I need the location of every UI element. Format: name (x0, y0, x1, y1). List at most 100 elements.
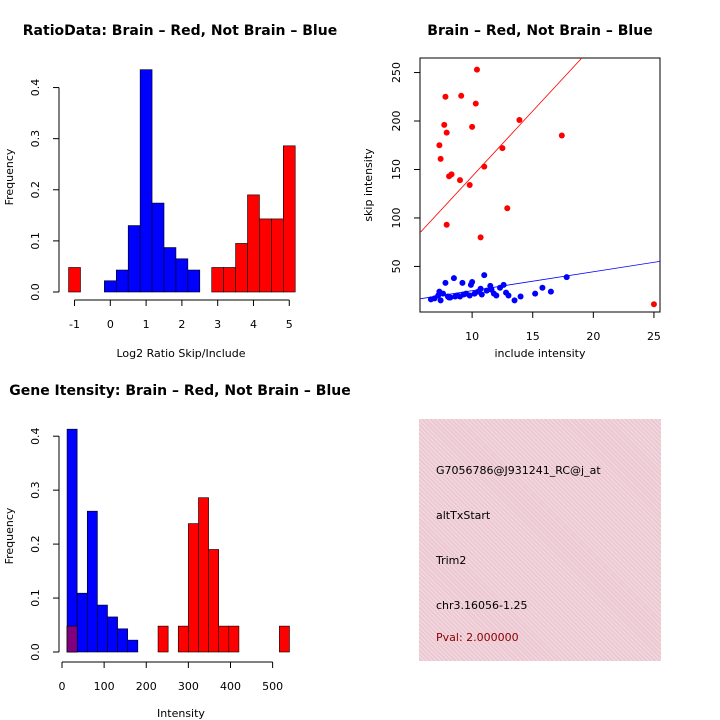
x-tick-label: 300 (178, 680, 199, 693)
brain-point (472, 100, 479, 107)
brain-point (558, 132, 565, 139)
brain-bar (68, 267, 81, 293)
not-brain-bar (175, 258, 189, 293)
gene-name: Trim2 (436, 554, 467, 567)
not-brain-point (437, 297, 444, 304)
not-brain-bar (115, 269, 129, 293)
y-tick-label: 0.0 (29, 643, 42, 661)
x-axis-label: include intensity (494, 347, 586, 360)
brain-bar (282, 145, 296, 293)
not-brain-point (488, 286, 495, 293)
y-tick-label: 250 (390, 62, 403, 83)
y-tick-label: 0.3 (29, 481, 42, 499)
brain-bar (208, 549, 220, 653)
not-brain-point (547, 288, 554, 295)
probe-id: G7056786@J931241_RC@j_at (436, 464, 601, 477)
not-brain-bar (139, 69, 153, 293)
chart-1: RatioData: Brain – Red, Not Brain – Blue… (3, 23, 337, 360)
not-brain-point (511, 297, 518, 304)
y-tick-label: 100 (390, 207, 403, 228)
y-tick-label: 0.2 (29, 181, 42, 199)
x-tick-label: 0 (59, 680, 66, 693)
brain-bar (228, 625, 240, 653)
chart-2: Brain – Red, Not Brain – Blue 10 15 20 25 50 1… (362, 23, 661, 360)
not-brain-bar (76, 592, 88, 653)
brain-bar (223, 267, 236, 293)
brain-bar (198, 497, 209, 653)
not-brain-bar (127, 225, 141, 293)
brain-bar (247, 194, 260, 293)
not-brain-point (450, 275, 457, 282)
not-brain-bar (86, 510, 98, 653)
not-brain-point (500, 281, 507, 288)
not-brain-bar (104, 280, 117, 293)
not-brain-point (466, 292, 473, 299)
chart-title: Gene Itensity: Brain – Red, Not Brain – … (9, 383, 351, 399)
not-brain-point (503, 289, 510, 296)
x-axis-label: Intensity (157, 707, 205, 720)
plot-frame (419, 57, 661, 313)
brain-point (441, 121, 448, 128)
not-brain-point (467, 281, 474, 288)
overlap-bar (66, 625, 78, 653)
y-tick-label: 0.0 (29, 283, 42, 301)
x-tick-label: 100 (94, 680, 115, 693)
brain-point (477, 234, 484, 241)
p-value: Pval: 2.000000 (436, 631, 519, 644)
not-brain-bar (97, 604, 108, 653)
x-tick-label: 0 (107, 318, 114, 331)
brain-bar (271, 218, 284, 293)
brain-point (469, 123, 476, 130)
not-brain-point (493, 292, 500, 299)
x-tick-label: 3 (214, 318, 221, 331)
brain-point (458, 92, 465, 99)
brain-point (650, 301, 657, 308)
brain-bar (218, 625, 230, 653)
brain-point (443, 129, 450, 136)
y-tick-label: 0.4 (29, 79, 42, 97)
y-tick-label: 200 (390, 111, 403, 132)
brain-bar (279, 625, 290, 653)
brain-point (442, 93, 449, 100)
event-type: altTxStart (436, 509, 491, 522)
brain-point (457, 177, 463, 184)
x-tick-label: 500 (262, 680, 283, 693)
x-tick-label: 1 (143, 318, 150, 331)
x-tick-label: 10 (465, 330, 479, 343)
brain-bar (188, 523, 199, 653)
location: chr3.16056-1.25 (436, 599, 528, 612)
not-brain-point (483, 287, 490, 294)
brain-point (437, 155, 444, 162)
not-brain-point (517, 293, 524, 300)
not-brain-point (563, 274, 570, 281)
y-tick-label: 0.2 (29, 535, 42, 553)
y-tick-label: 0.1 (29, 232, 42, 250)
not-brain-bar (151, 202, 165, 293)
x-axis-label: Log2 Ratio Skip/Include (116, 347, 245, 360)
y-axis-label: Frequency (3, 507, 16, 564)
x-tick-label: 5 (286, 318, 293, 331)
not-brain-point (477, 285, 484, 292)
brain-bar (157, 625, 169, 653)
brain-point (443, 221, 450, 228)
not-brain-point (460, 291, 467, 298)
x-tick-label: 200 (136, 680, 157, 693)
brain-point (466, 182, 473, 188)
not-brain-point (436, 288, 443, 295)
x-tick-label: 25 (647, 330, 661, 343)
not-brain-bar (187, 269, 201, 293)
not-brain-point (446, 294, 453, 301)
not-brain-point (452, 293, 459, 300)
y-tick-label: 0.4 (29, 427, 42, 445)
y-tick-label: 150 (390, 159, 403, 180)
brain-point (516, 117, 523, 124)
y-axis-label: Frequency (3, 148, 16, 205)
brain-point (499, 145, 506, 152)
brain-point (481, 163, 488, 170)
chart-title: Brain – Red, Not Brain – Blue (427, 23, 652, 39)
brain-point (436, 142, 443, 149)
x-tick-label: 15 (526, 330, 540, 343)
x-tick-label: 2 (178, 318, 185, 331)
brain-point (504, 205, 511, 212)
